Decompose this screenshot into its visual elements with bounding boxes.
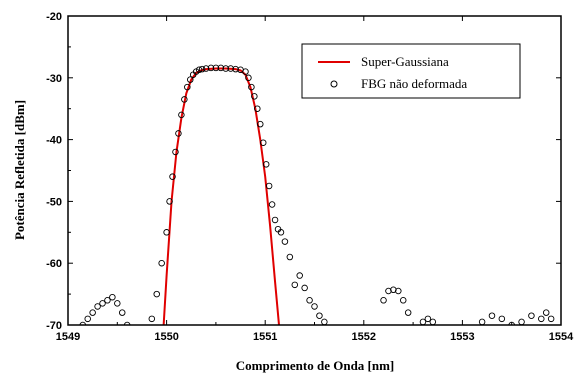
data-point-fbg [242, 68, 249, 75]
data-point-fbg [202, 65, 210, 72]
y-tick-label: -20 [46, 11, 62, 23]
data-point-fbg [99, 300, 106, 307]
y-tick-label: -40 [46, 135, 62, 147]
data-point-fbg [140, 324, 143, 325]
data-point-fbg [123, 321, 131, 325]
data-point-fbg [281, 238, 289, 245]
data-point-fbg [399, 297, 407, 304]
data-point-fbg [245, 74, 252, 82]
data-point-fbg [542, 309, 550, 316]
axis-ticks: 1549 1550 1551 1552 1553 1554 -70 -60 -50 -40 -30 -… [46, 11, 574, 343]
data-point-fbg [259, 139, 267, 146]
x-axis-title: Comprimento de Onda [nm] [236, 358, 395, 373]
data-point-fbg [172, 148, 179, 156]
data-point-fbg [277, 229, 285, 236]
data-point-fbg [84, 315, 91, 323]
legend: Super-Gaussiana FBG não deformada [301, 43, 521, 99]
data-point-fbg [134, 328, 140, 334]
data-point-fbg [429, 318, 437, 325]
data-point-fbg [198, 65, 206, 73]
data-point-fbg [158, 259, 165, 267]
data-point-fbg [538, 315, 545, 323]
series-line-super-gaussiana [162, 67, 280, 325]
data-point-fbg [222, 65, 230, 72]
data-point-fbg [217, 64, 225, 72]
data-point-fbg [498, 315, 506, 323]
data-point-fbg [395, 287, 402, 295]
legend-box [301, 43, 521, 99]
x-tick-label: 1554 [549, 331, 574, 343]
data-point-fbg [286, 253, 294, 261]
legend-label-super-gaussiana: Super-Gaussiana [361, 54, 449, 69]
data-point-fbg [187, 76, 194, 83]
data-point-fbg [528, 312, 535, 319]
data-point-fbg [478, 318, 486, 325]
x-tick-label: 1552 [352, 331, 376, 343]
y-axis-title: Potência Refletida [dBm] [12, 100, 27, 240]
data-point-fbg [94, 303, 101, 310]
data-point-fbg [109, 293, 116, 301]
data-point-fbg [227, 65, 234, 72]
data-point-fbg [178, 111, 185, 119]
data-point-fbg [257, 120, 264, 128]
data-point-fbg [311, 303, 318, 310]
data-point-fbg [271, 216, 279, 224]
data-point-fbg [79, 321, 87, 325]
data-point-fbg [291, 281, 299, 289]
data-point-fbg [488, 312, 496, 319]
data-point-fbg [232, 65, 239, 73]
data-point-fbg [547, 315, 555, 323]
data-point-fbg [148, 315, 156, 323]
data-point-fbg [163, 229, 170, 236]
y-tick-label: -50 [46, 196, 62, 208]
legend-label-fbg: FBG não deformada [361, 76, 467, 91]
data-point-fbg [306, 297, 313, 304]
data-point-fbg [296, 272, 303, 279]
data-point-fbg [153, 290, 160, 298]
data-point-fbg [518, 318, 525, 325]
data-point-fbg [424, 315, 432, 323]
data-point-fbg [207, 64, 215, 72]
data-point-fbg [321, 318, 328, 325]
data-point-fbg [316, 312, 323, 319]
data-point-fbg [181, 96, 188, 103]
data-point-fbg [166, 198, 173, 205]
data-point-fbg [265, 182, 273, 190]
data-point-fbg [248, 83, 255, 91]
x-tick-label: 1553 [450, 331, 474, 343]
data-point-fbg [262, 161, 270, 168]
y-tick-label: -70 [46, 320, 62, 332]
data-point-fbg [184, 83, 191, 91]
data-point-fbg [104, 297, 111, 304]
data-point-fbg [268, 201, 276, 208]
data-point-fbg [251, 93, 258, 100]
data-point-fbg [333, 324, 336, 325]
y-tick-label: -60 [46, 258, 62, 270]
legend-circle-marker [330, 80, 338, 88]
x-tick-label: 1550 [154, 331, 178, 343]
data-point-fbg [169, 173, 176, 180]
data-point-fbg [380, 297, 387, 304]
data-point-fbg [114, 300, 121, 307]
data-point-fbg [301, 284, 308, 292]
data-point-fbg [175, 130, 182, 137]
data-point-fbg [195, 66, 203, 74]
x-tick-label: 1551 [253, 331, 277, 343]
data-point-fbg [404, 309, 412, 316]
data-point-fbg [129, 328, 135, 334]
data-point-fbg [89, 309, 96, 316]
data-point-fbg [212, 64, 220, 72]
y-tick-label: -30 [46, 73, 62, 85]
x-tick-label: 1549 [56, 331, 80, 343]
data-point-fbg [254, 105, 261, 112]
plot-series [79, 64, 555, 334]
data-point-fbg [118, 309, 126, 316]
